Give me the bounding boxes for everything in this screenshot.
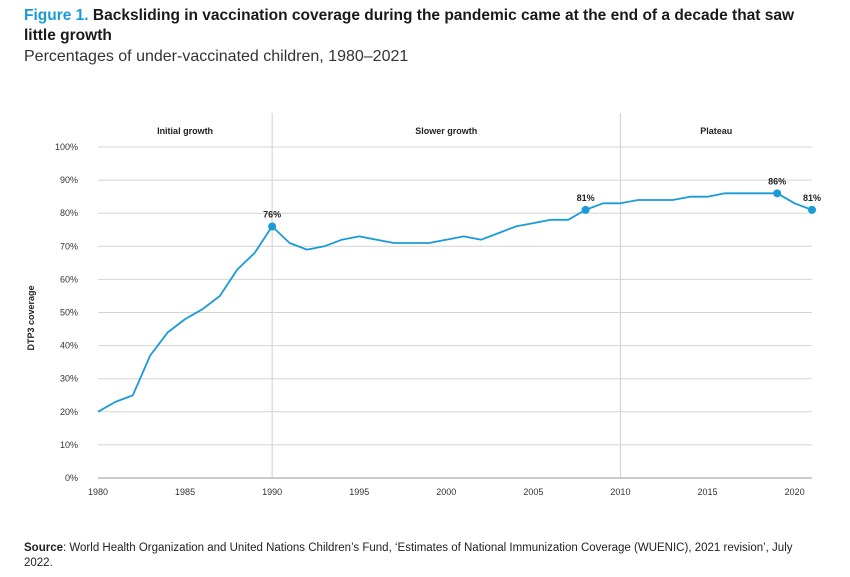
y-tick-label: 70% (60, 241, 78, 251)
y-tick-label: 60% (60, 274, 78, 284)
x-tick-label: 2015 (697, 487, 717, 497)
data-point (581, 205, 590, 214)
period-label: Slower growth (415, 126, 477, 136)
series-line (97, 192, 813, 413)
annotations: 76% 81% 86% 81% (263, 176, 821, 231)
period-label: Plateau (700, 126, 732, 136)
period-bands: Initial growth Slower growth Plateau (157, 113, 732, 478)
y-tick-label: 80% (60, 208, 78, 218)
y-axis-label: DTP3 coverage (26, 285, 36, 350)
period-label: Initial growth (157, 126, 213, 136)
y-tick-label: 20% (60, 407, 78, 417)
figure-title: Figure 1. Backsliding in vaccination cov… (24, 6, 824, 46)
y-tick-label: 90% (60, 175, 78, 185)
data-point (773, 189, 782, 198)
data-label: 76% (263, 209, 281, 219)
data-point (268, 222, 277, 231)
source-text: : World Health Organization and United N… (24, 542, 793, 569)
source-label: Source (24, 542, 63, 554)
figure-subtitle: Percentages of under-vaccinated children… (24, 48, 409, 65)
x-tick-label: 1990 (262, 487, 282, 497)
x-tick-label: 2005 (523, 487, 543, 497)
data-point (808, 205, 816, 214)
data-label: 86% (768, 176, 786, 186)
data-label: 81% (577, 193, 595, 203)
figure-title-text: Backsliding in vaccination coverage duri… (24, 7, 795, 44)
x-tick-label: 2000 (436, 487, 456, 497)
x-tick-label: 2020 (785, 487, 805, 497)
y-tick-label: 0% (65, 473, 78, 483)
y-tick-label: 10% (60, 440, 78, 450)
x-tick-label: 1980 (88, 487, 108, 497)
x-tick-labels: 1980 1985 1990 1995 2000 2005 2010 2015 2020 (88, 487, 805, 497)
y-tick-label: 30% (60, 374, 78, 384)
y-tick-label: 40% (60, 341, 78, 351)
y-tick-label: 100% (55, 142, 78, 152)
x-tick-label: 1995 (349, 487, 369, 497)
source-note: Source: World Health Organization and Un… (24, 541, 824, 571)
figure-label: Figure 1. (24, 7, 89, 24)
x-tick-label: 2010 (610, 487, 630, 497)
data-label: 81% (803, 193, 821, 203)
data-line (97, 192, 813, 413)
y-tick-labels: 0% 10% 20% 30% 40% 50% 60% 70% 80% 90% 100% (55, 142, 78, 483)
x-tick-label: 1985 (175, 487, 195, 497)
y-tick-label: 50% (60, 308, 78, 318)
gridlines (98, 146, 812, 479)
